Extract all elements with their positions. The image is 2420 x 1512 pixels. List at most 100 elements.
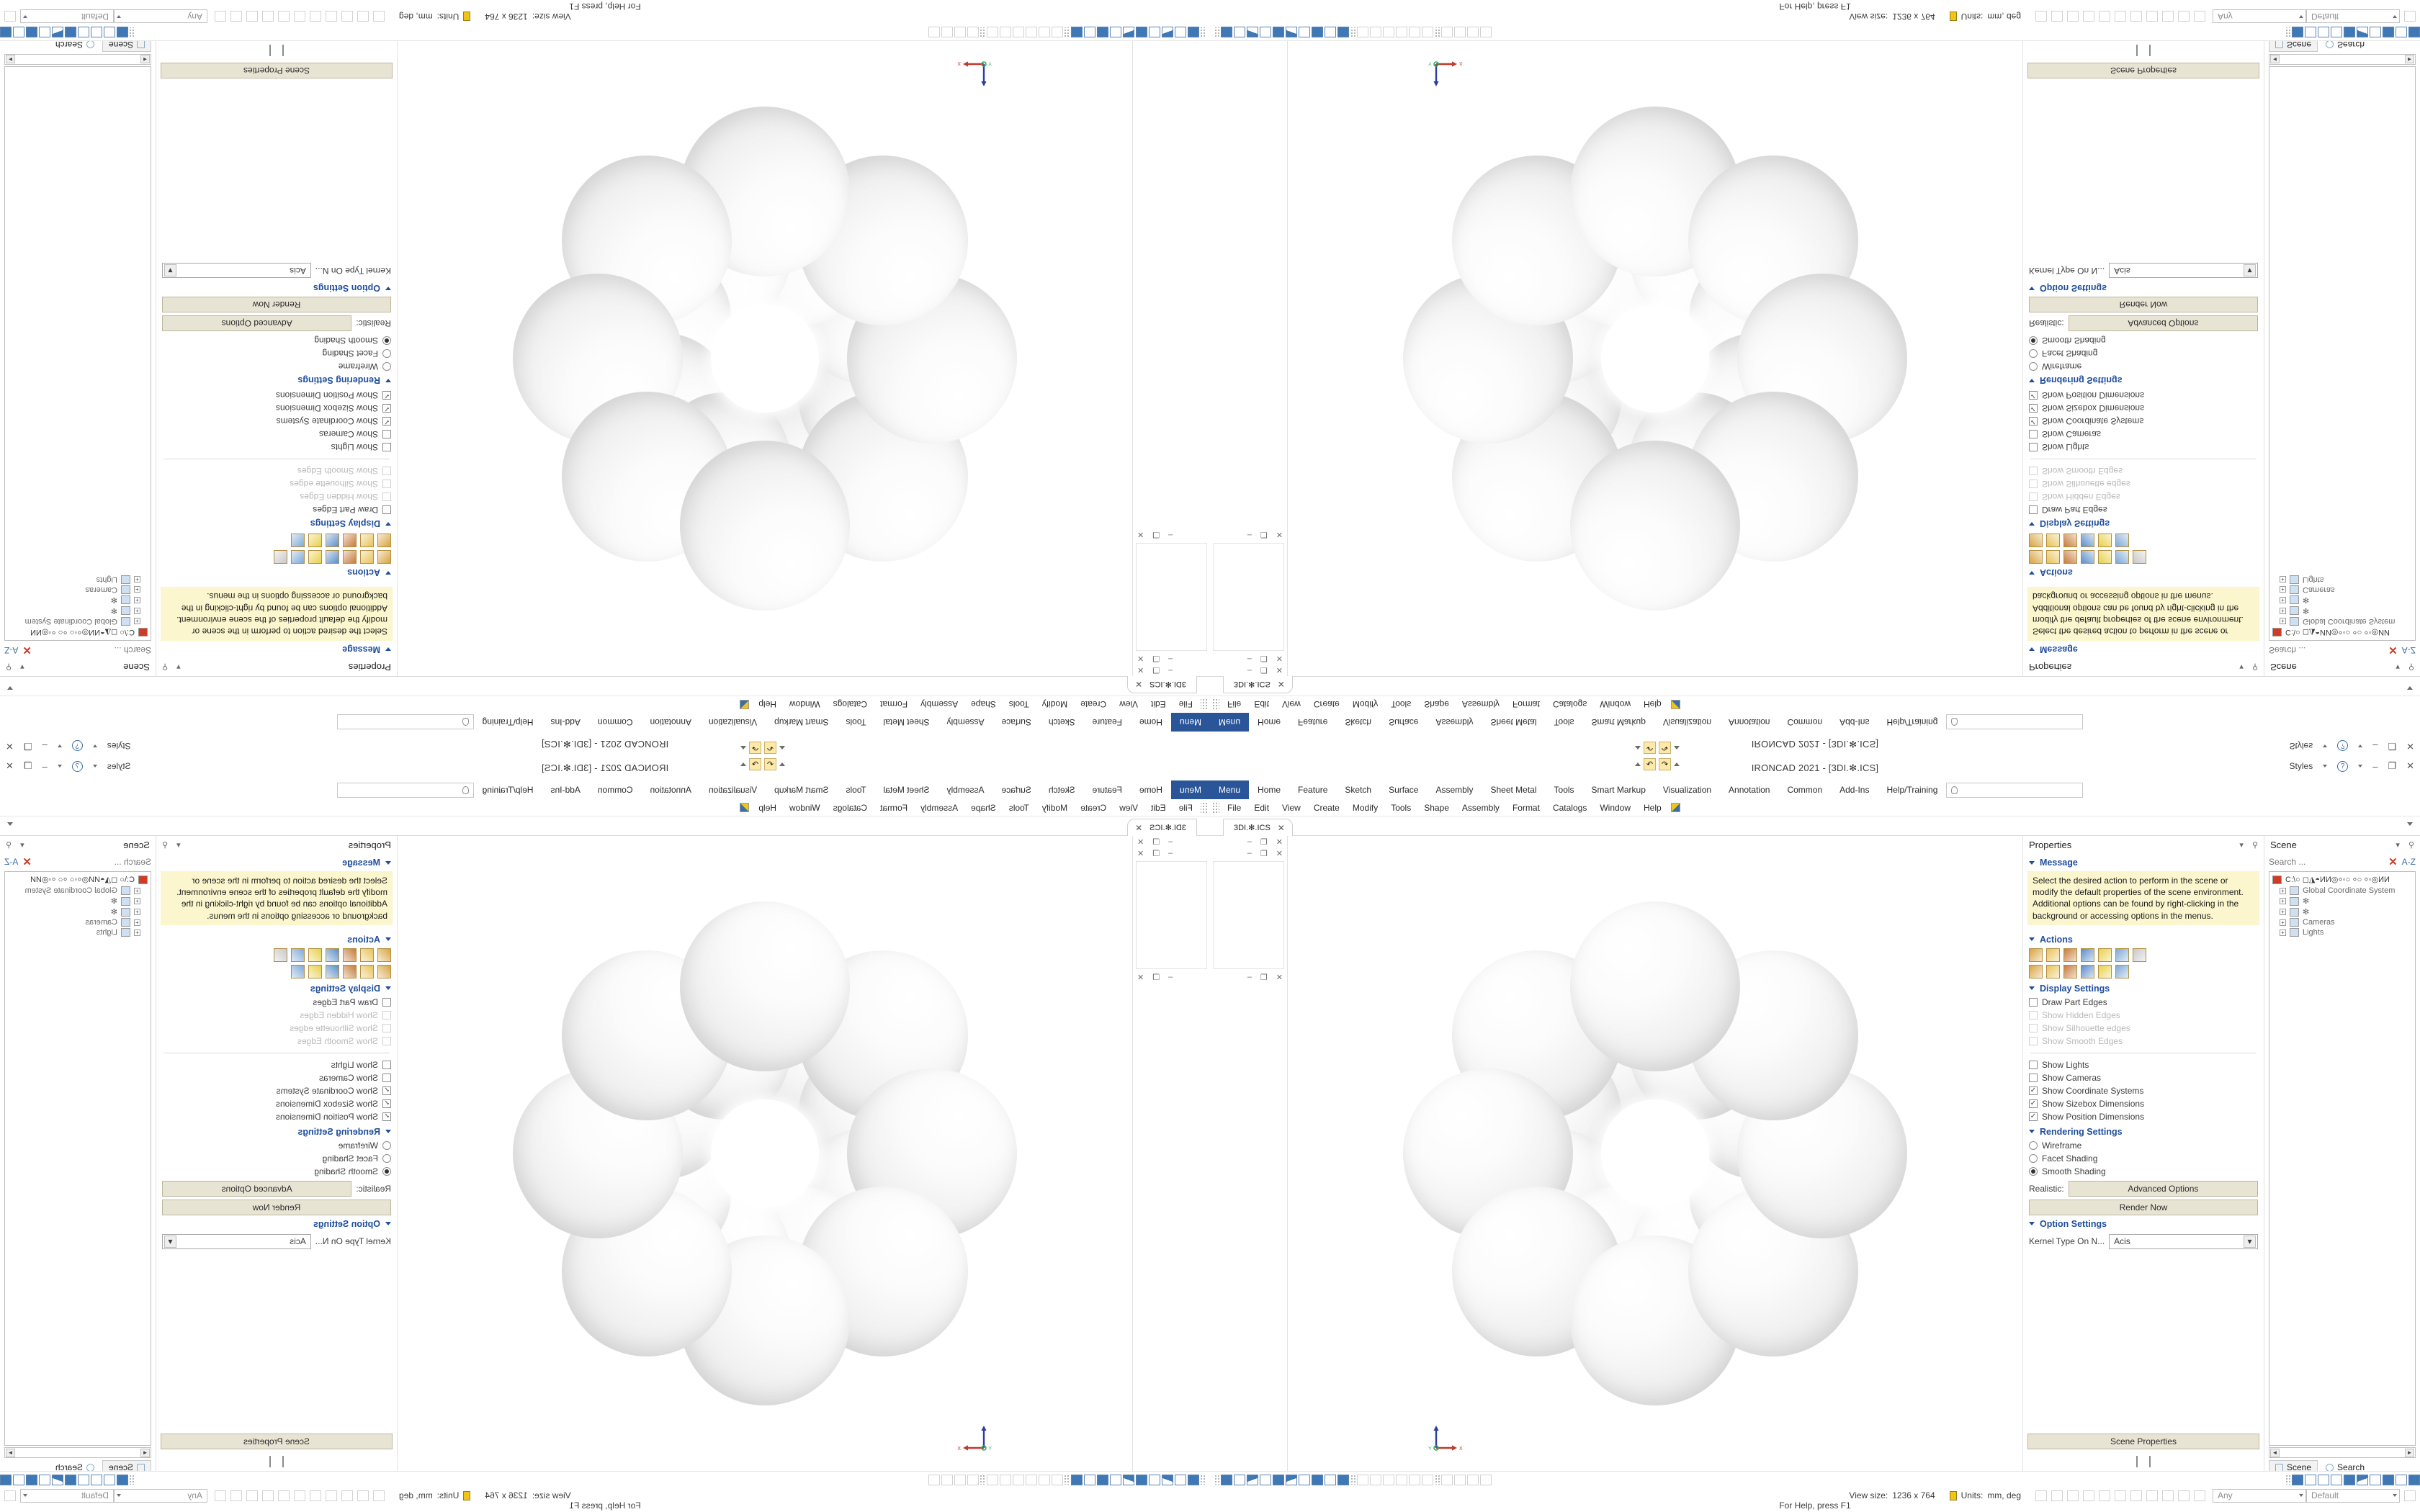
menu-item-window[interactable]: Window: [1600, 699, 1631, 710]
model-flower-blob-ring[interactable]: [1403, 107, 1907, 611]
radio-wireframe[interactable]: Wireframe: [156, 360, 397, 373]
ribbon-tab-annotation[interactable]: Annotation: [1729, 785, 1770, 795]
close-icon[interactable]: ✕: [1276, 849, 1283, 858]
checkbox-show-sizebox-dimensions[interactable]: ✓ Show Sizebox Dimensions: [156, 1097, 397, 1110]
view-cube-button-5[interactable]: [1123, 1474, 1134, 1485]
menu-item-catalogs[interactable]: Catalogs: [1552, 802, 1587, 813]
sketch-tool-3[interactable]: [1013, 27, 1024, 38]
expand-icon[interactable]: +: [2280, 919, 2286, 926]
ribbon-tab-feature[interactable]: Feature: [1092, 717, 1122, 727]
checkbox-show-cameras[interactable]: Show Cameras: [2023, 428, 2264, 441]
snap-tool-0[interactable]: [967, 27, 979, 38]
scene-style-icon[interactable]: [2404, 1490, 2416, 1501]
view-orientation-button-2[interactable]: [2318, 27, 2329, 38]
expand-icon[interactable]: +: [2280, 898, 2286, 904]
advanced-options-button[interactable]: Advanced Options: [2068, 1180, 2258, 1197]
sketch-tool-3[interactable]: [1013, 1474, 1024, 1485]
sheet-icon-2[interactable]: [2149, 45, 2151, 56]
view-orientation-button-9[interactable]: [2408, 1474, 2420, 1485]
view-orientation-button-3[interactable]: [2331, 27, 2342, 38]
expand-icon[interactable]: +: [134, 929, 140, 936]
assembly-icon[interactable]: [326, 964, 339, 978]
view-orientation-button-6[interactable]: [39, 1474, 50, 1485]
sketch-tool-3[interactable]: [1396, 27, 1407, 38]
view-cube-button-2[interactable]: [1247, 1474, 1258, 1485]
panel-collapse-icon[interactable]: ▾: [2239, 662, 2244, 671]
view-cube-button-9[interactable]: [1337, 27, 1349, 38]
tree-node[interactable]: + Global Coordinate System: [2269, 886, 2415, 896]
ribbon-tab-annotation[interactable]: Annotation: [650, 785, 691, 795]
snap-tool-3[interactable]: [1480, 27, 1492, 38]
menu-item-edit[interactable]: Edit: [1254, 802, 1270, 813]
ribbon-tab-visualization[interactable]: Visualization: [708, 785, 758, 795]
message-section-header[interactable]: Message: [2023, 854, 2264, 870]
tree-node[interactable]: + Cameras: [2269, 585, 2415, 595]
tree-node[interactable]: C:\○ ◻◮◓ИИ◎⸰◦○ ⸰○ ⸰◦◎ИИ: [5, 626, 151, 639]
menu-item-edit[interactable]: Edit: [1150, 699, 1166, 710]
styles-label[interactable]: Styles: [107, 761, 131, 771]
panel-collapse-icon[interactable]: ▾: [176, 841, 181, 850]
expand-icon[interactable]: +: [2280, 576, 2286, 583]
ribbon-tab-help-training[interactable]: Help/Training: [482, 717, 534, 727]
expander-icon[interactable]: [2029, 1222, 2035, 1226]
section-icon[interactable]: [2115, 1490, 2126, 1501]
catalog-content-box[interactable]: [1213, 861, 1284, 969]
menu-item-window[interactable]: Window: [789, 802, 820, 813]
toolbar-drag-handle-4[interactable]: [130, 27, 135, 37]
snap-tool-1[interactable]: [1454, 27, 1466, 38]
toolbar-drag-handle-3[interactable]: [1435, 27, 1440, 37]
display-settings-section-header[interactable]: Display Settings: [2023, 516, 2264, 532]
scene-properties-button[interactable]: Scene Properties: [161, 1434, 393, 1449]
panel-pin-icon[interactable]: ⚲: [162, 841, 169, 850]
list-icon[interactable]: [2029, 550, 2043, 564]
zoom-in-icon[interactable]: [373, 11, 385, 22]
menu-item-create[interactable]: Create: [1080, 699, 1107, 710]
rect-select-icon[interactable]: [215, 1490, 226, 1501]
rendering-settings-section-header[interactable]: Rendering Settings: [2023, 1123, 2264, 1139]
ribbon-tab-sheet-metal[interactable]: Sheet Metal: [883, 717, 930, 727]
catalog-window-controls-1[interactable]: – ❐ ✕: [1210, 836, 1287, 847]
catalog-content-box[interactable]: [1136, 543, 1207, 651]
ribbon-tab-surface[interactable]: Surface: [1389, 717, 1419, 727]
ribbon-tab-surface[interactable]: Surface: [1001, 717, 1031, 727]
menu-item-file[interactable]: File: [1227, 699, 1242, 710]
view-cube-button-8[interactable]: [1084, 27, 1095, 38]
view-orientation-button-2[interactable]: [2318, 1474, 2329, 1485]
status-icon-group[interactable]: [2028, 1490, 2213, 1501]
close-icon[interactable]: ✕: [1277, 822, 1285, 833]
restore-icon[interactable]: ❐: [1260, 530, 1268, 539]
render-now-button[interactable]: Render Now: [162, 297, 391, 313]
sketch-tool-1[interactable]: [1370, 1474, 1381, 1485]
scene-style-icon[interactable]: [4, 11, 16, 22]
view-cube-button-9[interactable]: [1337, 1474, 1349, 1485]
view-cube-button-5[interactable]: [1286, 1474, 1297, 1485]
units-status[interactable]: Units: mm, deg: [392, 1490, 478, 1500]
view-cube-button-8[interactable]: [1084, 1474, 1095, 1485]
flag-icon[interactable]: [1670, 803, 1680, 812]
ribbon-tab-feature[interactable]: Feature: [1298, 785, 1328, 795]
restore-button[interactable]: ❐: [2388, 741, 2397, 752]
scroll-right-icon[interactable]: ►: [2405, 1448, 2414, 1457]
checkbox-show-position-dimensions[interactable]: ✓ Show Position Dimensions: [156, 389, 397, 402]
tree-node[interactable]: + ✻: [2269, 906, 2415, 917]
help-icon[interactable]: ?: [71, 760, 83, 772]
rect-select-icon[interactable]: [2194, 1490, 2205, 1501]
restore-button[interactable]: ❐: [23, 741, 32, 752]
expander-icon[interactable]: [2029, 378, 2035, 382]
undo-icon[interactable]: ↶: [1644, 758, 1656, 770]
view-orientation-button-3[interactable]: [78, 1474, 89, 1485]
list-icon[interactable]: [377, 948, 391, 962]
style-dropdown[interactable]: Default: [2306, 9, 2400, 24]
menu-item-create[interactable]: Create: [1313, 802, 1340, 813]
menu-item-help[interactable]: Help: [758, 802, 776, 813]
option-settings-section-header[interactable]: Option Settings: [2023, 281, 2264, 297]
sketch-tool-0[interactable]: [1357, 1474, 1368, 1485]
tree-node[interactable]: + Cameras: [2269, 917, 2415, 927]
scene-tree-horizontal-scrollbar[interactable]: ◄ ►: [2269, 54, 2416, 65]
ribbon-tab-tools[interactable]: Tools: [1554, 717, 1574, 727]
restore-icon[interactable]: ❐: [1260, 654, 1268, 663]
move-icon[interactable]: [310, 1490, 321, 1501]
scene-tree-horizontal-scrollbar[interactable]: ◄ ►: [2269, 1447, 2416, 1458]
snap-tool-3[interactable]: [928, 1474, 940, 1485]
zoom-out-icon[interactable]: [357, 1490, 369, 1501]
